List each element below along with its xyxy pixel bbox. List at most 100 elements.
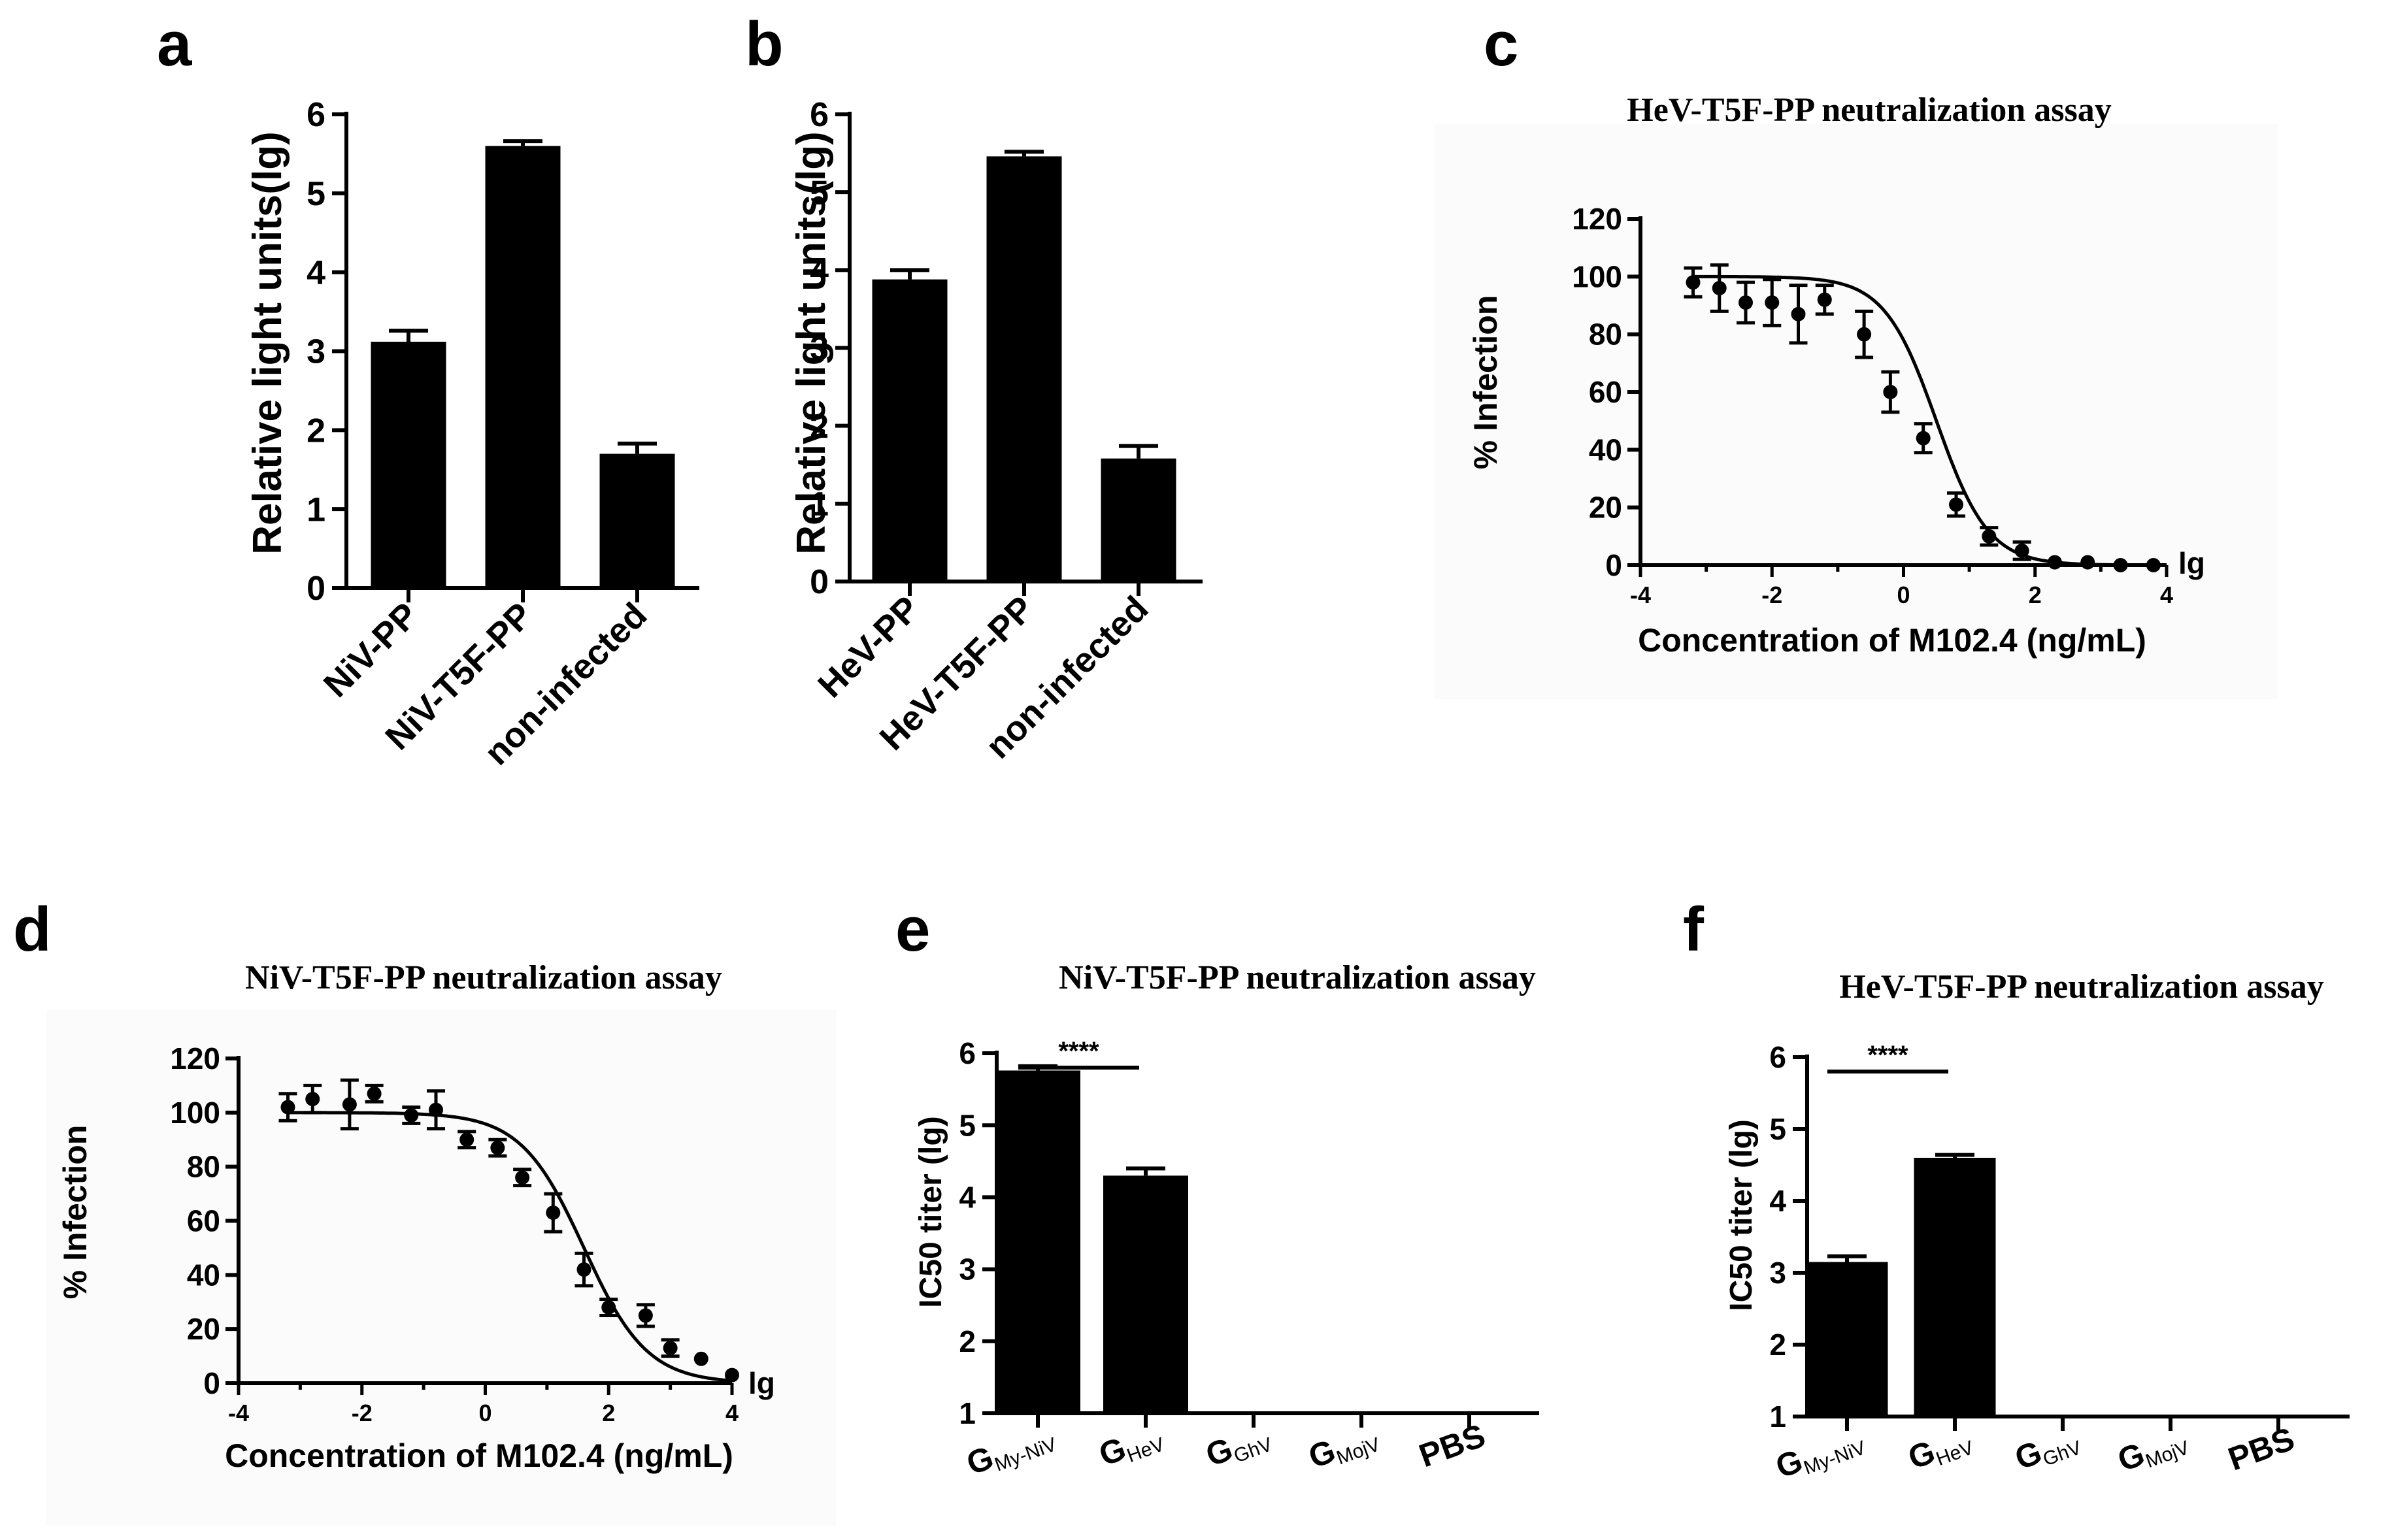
panel-c-data-point (1686, 275, 1701, 290)
panel-c-xtick-label: 0 (1897, 582, 1910, 608)
panel-d-data-point (725, 1368, 739, 1383)
panel-d-ytick-label: 80 (187, 1150, 220, 1184)
panel-d-ylabel: % Infection (57, 1125, 93, 1300)
panel-e-title: NiV-T5F-PP neutralization assay (1059, 959, 1536, 996)
panel-f-ytick-label: 2 (1769, 1328, 1786, 1362)
panel-e-ytick-label: 3 (959, 1253, 976, 1286)
panel-e-ytick-label: 4 (959, 1181, 976, 1215)
panel-c-ytick-label: 20 (1589, 491, 1622, 525)
panel-a-letter: a (157, 9, 192, 79)
panel-c-chart: HeV-T5F-PP neutralization assay 02040608… (1467, 91, 2205, 659)
panel-d-xtick-label: 2 (602, 1400, 615, 1426)
panel-c-x-unit: lg (2178, 546, 2205, 580)
panel-c-xtick-label: 4 (2160, 582, 2173, 608)
panel-d-ytick-label: 20 (187, 1312, 220, 1346)
panel-e-ytick-label: 2 (959, 1324, 976, 1358)
panel-a-bar (599, 453, 675, 588)
panel-d-data-point (490, 1140, 505, 1155)
panel-a-bar (485, 146, 561, 589)
panel-b-bar (872, 279, 948, 582)
panel-a-ytick-label: 0 (307, 570, 325, 608)
panel-c-ylabel: % Infection (1467, 295, 1504, 470)
panel-a-ytick-label: 1 (307, 491, 325, 529)
panel-d-xtick-label: 0 (478, 1400, 491, 1426)
panel-d-chart: NiV-T5F-PP neutralization assay 02040608… (57, 959, 775, 1474)
panel-b-ytick-label: 3 (810, 330, 829, 368)
panel-a-ylabel: Relative light units(lg) (245, 131, 290, 555)
panel-c-xlabel: Concentration of M102.4 (ng/mL) (1638, 622, 2146, 659)
panel-e-ytick-label: 5 (959, 1108, 976, 1142)
panel-e-significance-label: **** (1058, 1037, 1099, 1066)
panel-d-ytick-label: 120 (170, 1041, 220, 1075)
panel-b-letter: b (745, 9, 784, 79)
panel-f-ytick-label: 3 (1769, 1256, 1786, 1290)
panel-c-ytick-label: 40 (1589, 433, 1622, 467)
panel-c-data-point (2146, 558, 2161, 572)
panel-c-ytick-label: 100 (1572, 259, 1622, 293)
panel-d-data-point (663, 1341, 678, 1356)
panel-b-bar (1101, 458, 1176, 582)
panel-c-xtick-label: -2 (1761, 582, 1782, 608)
panel-f-ytick-label: 6 (1769, 1040, 1786, 1074)
panel-c-data-point (2113, 558, 2128, 572)
panel-e-bar (1103, 1175, 1188, 1413)
panel-c-data-point (1817, 292, 1832, 307)
panel-e-chart: NiV-T5F-PP neutralization assay 123456GM… (914, 959, 1539, 1482)
panel-c-data-point (2014, 543, 2029, 558)
panel-d-letter: d (13, 894, 52, 964)
panel-b-ytick-label: 1 (810, 485, 829, 523)
panel-d-data-point (515, 1170, 530, 1185)
panel-f-chart: HeV-T5F-PP neutralization assay 123456GM… (1724, 968, 2350, 1485)
panel-f-title: HeV-T5F-PP neutralization assay (1839, 968, 2323, 1006)
panel-d-data-point (404, 1107, 419, 1122)
panel-a-ytick-label: 5 (307, 175, 325, 213)
panel-d-data-point (638, 1308, 653, 1323)
panel-c-data-point (1857, 327, 1872, 342)
panel-a-ytick-label: 3 (307, 333, 325, 371)
panel-f-ytick-label: 5 (1769, 1112, 1786, 1146)
panel-b-ytick-label: 2 (810, 408, 829, 446)
panel-c-ytick-label: 80 (1589, 318, 1622, 352)
panel-d-data-point (693, 1351, 708, 1366)
panel-b-ytick-label: 0 (810, 563, 829, 601)
panel-f-ytick-label: 1 (1769, 1400, 1786, 1434)
panel-c-data-point (1982, 529, 1997, 544)
panel-b-bar (986, 156, 1062, 582)
panel-c-xtick-label: -4 (1630, 582, 1651, 608)
panel-e-letter: e (895, 894, 930, 964)
panel-b-ytick-label: 5 (810, 174, 829, 212)
panel-a-ytick-label: 4 (307, 254, 325, 292)
panel-a-ytick-label: 6 (307, 96, 325, 134)
panel-d-data-point (280, 1100, 295, 1115)
panel-b-ytick-label: 6 (810, 96, 829, 134)
panel-f-ytick-label: 4 (1769, 1184, 1786, 1218)
panel-c-shade (1435, 124, 2278, 699)
panel-d-xtick-label: 4 (725, 1400, 739, 1426)
panel-f-bar (1806, 1262, 1888, 1417)
panel-f-letter: f (1683, 894, 1705, 964)
panel-d-ytick-label: 100 (170, 1096, 220, 1130)
panel-d-x-unit: lg (748, 1366, 775, 1400)
panel-c-ytick-label: 120 (1572, 202, 1622, 236)
panel-d-xtick-label: -4 (228, 1400, 249, 1426)
panel-d-shade (46, 1009, 837, 1526)
panel-c-title: HeV-T5F-PP neutralization assay (1627, 91, 2111, 129)
panel-d-data-point (367, 1086, 382, 1101)
panel-e-ytick-label: 1 (959, 1396, 976, 1430)
panel-c-data-point (1765, 295, 1780, 310)
panel-d-data-point (576, 1262, 591, 1277)
panel-a-ytick-label: 2 (307, 412, 325, 450)
panel-f-bar (1914, 1158, 1996, 1417)
panel-d-xtick-label: -2 (352, 1400, 373, 1426)
panel-d-data-point (601, 1300, 616, 1315)
panel-d-ytick-label: 40 (187, 1258, 220, 1292)
panel-d-title: NiV-T5F-PP neutralization assay (245, 959, 722, 996)
panel-c-data-point (1712, 281, 1727, 295)
panel-e-ylabel: IC50 titer (lg) (914, 1116, 948, 1307)
panel-d-ytick-label: 0 (203, 1366, 220, 1400)
panel-d-data-point (459, 1132, 474, 1147)
panel-c-data-point (1949, 497, 1963, 512)
panel-c-fit-curve (1693, 274, 2154, 567)
panel-d-data-point (305, 1092, 320, 1107)
